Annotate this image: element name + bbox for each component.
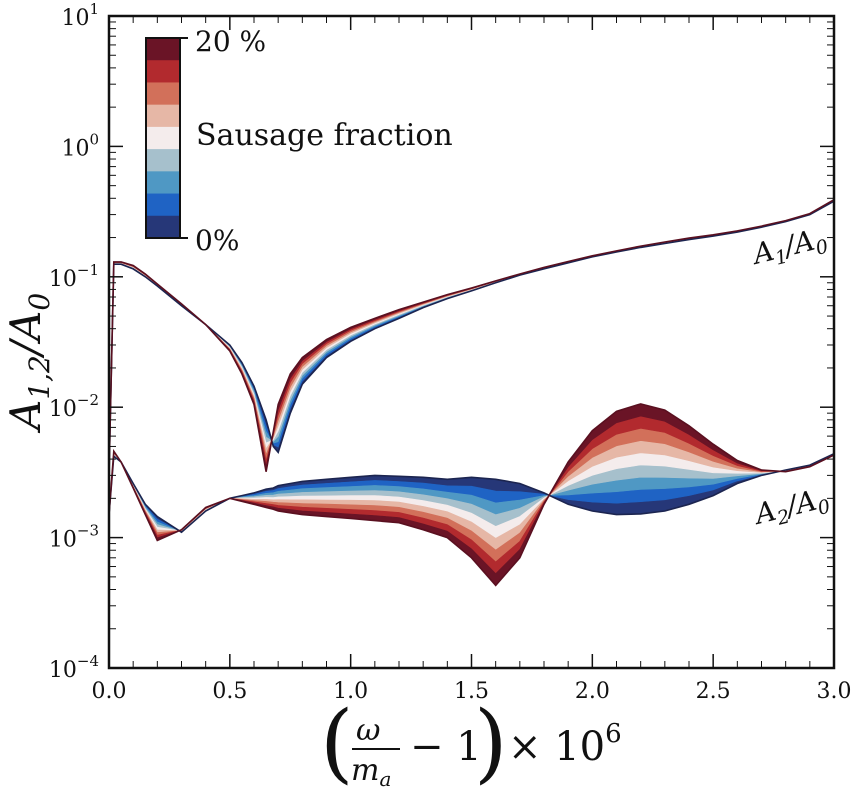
y-tick-exp: −2 <box>77 391 99 409</box>
y-tick-exp: −1 <box>77 261 99 279</box>
x-label-close-paren: ) <box>474 693 508 789</box>
colorbar-min-label: 0% <box>195 224 239 257</box>
x-label-ma: ma <box>351 753 391 789</box>
y-tick-exp: 0 <box>89 130 99 148</box>
y-tick-exp: −3 <box>77 522 99 540</box>
colorbar-swatch <box>146 171 180 195</box>
annotation-a1: A1/A0 <box>747 221 831 276</box>
y-tick-label: 10−4 <box>49 652 99 683</box>
x-tick-label: 3.0 <box>817 679 852 704</box>
a1-line-20pct <box>108 199 835 476</box>
colorbar-swatch <box>146 38 180 61</box>
x-tick-label: 1.0 <box>333 679 368 704</box>
axis-ticks: 0.0 0.5 1.0 1.5 2.0 2.5 3.010110010−110−210−31… <box>49 0 852 704</box>
y-tick-base: 10 <box>49 658 77 683</box>
y-label-a: A <box>1 400 50 434</box>
colorbar-swatch <box>146 149 180 172</box>
a2-line-20pct <box>108 403 835 587</box>
x-label-open-paren: ( <box>320 693 354 789</box>
x-tick-label: 2.5 <box>696 679 731 704</box>
x-tick-label: 0.5 <box>212 679 247 704</box>
colorbar-swatch <box>146 193 180 217</box>
y-tick-label: 10−2 <box>49 391 99 422</box>
annotation-a1-sub0: 0 <box>813 235 830 259</box>
svg-text:A1/A0: A1/A0 <box>747 221 831 276</box>
colorbar <box>145 37 188 239</box>
a1-line-0pct <box>108 200 835 476</box>
x-label-m: m <box>351 753 379 788</box>
colorbar-swatch <box>146 82 180 106</box>
x-tick-label: 2.0 <box>575 679 610 704</box>
y-tick-exp: 1 <box>89 0 99 18</box>
colorbar-max-label: 20 % <box>195 25 266 58</box>
y-label-slash: /A <box>1 311 50 359</box>
y-tick-base: 10 <box>61 136 89 161</box>
colorbar-frame <box>145 37 181 239</box>
y-tick-label: 100 <box>61 130 99 161</box>
x-label-omega: ω <box>356 713 380 748</box>
x-axis-label: ( ω ma − 1 ) × 106 <box>320 693 622 789</box>
annotation-a1-sub: 1 <box>773 246 790 270</box>
y-tick-base: 10 <box>49 397 77 422</box>
y-tick-label: 10−3 <box>49 522 99 553</box>
colorbar-title: Sausage fraction <box>196 118 453 153</box>
y-tick-base: 10 <box>49 528 77 553</box>
y-label-sub: 1,2 <box>23 355 56 400</box>
y-tick-base: 10 <box>49 267 77 292</box>
x-tick-label: 1.5 <box>454 679 489 704</box>
colorbar-swatch <box>146 215 180 239</box>
x-label-exp: 6 <box>605 719 622 749</box>
colorbar-swatch <box>146 104 180 128</box>
x-label-a-sub: a <box>379 767 391 789</box>
y-axis-label: A1,2/A0 <box>1 293 56 434</box>
svg-text:A1,2/A0: A1,2/A0 <box>1 293 56 434</box>
annotation-a2-sub0: 0 <box>815 495 832 519</box>
a2-line-0pct <box>108 452 835 534</box>
y-tick-base: 10 <box>61 6 89 31</box>
colorbar-swatch <box>146 60 180 83</box>
y-tick-label: 101 <box>61 0 99 31</box>
y-tick-label: 10−1 <box>49 261 99 292</box>
x-label-minus-one: − 1 <box>410 724 482 770</box>
annotation-a2-sub: 2 <box>774 506 792 531</box>
y-tick-exp: −4 <box>77 652 99 670</box>
x-tick-label: 0.0 <box>92 679 127 704</box>
colorbar-swatch <box>146 126 180 150</box>
x-label-times: × 106 <box>508 719 622 770</box>
y-label-sub0: 0 <box>23 293 56 311</box>
x-label-times-ten: × 10 <box>508 724 605 770</box>
